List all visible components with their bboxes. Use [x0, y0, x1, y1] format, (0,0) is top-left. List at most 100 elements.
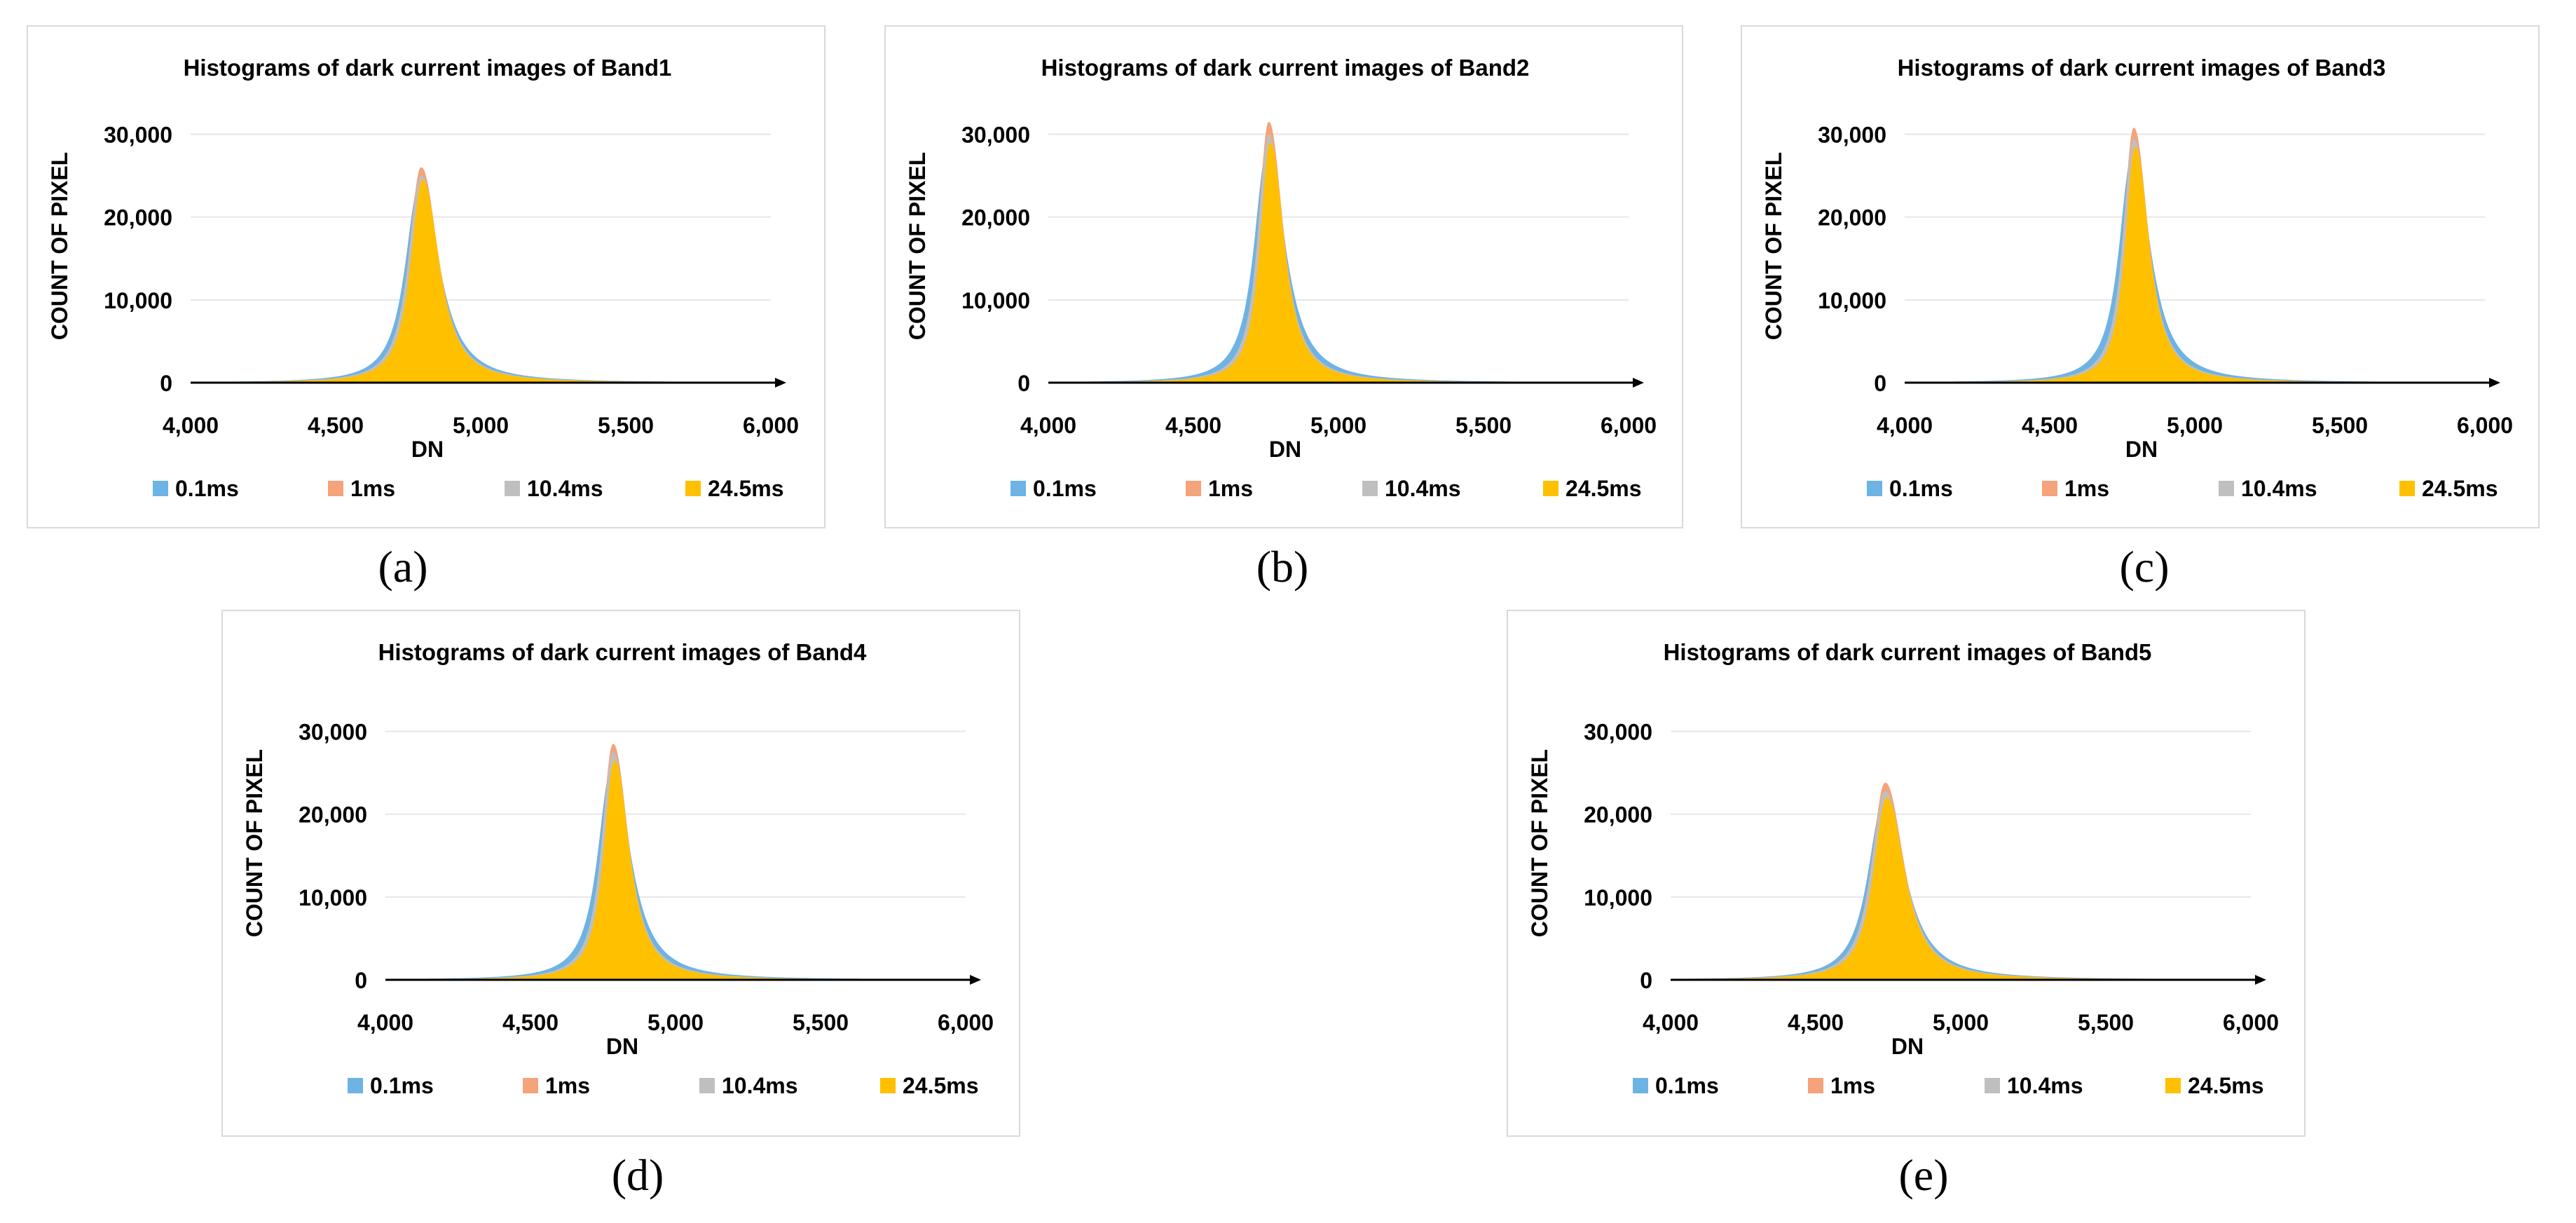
legend-label: 10.4ms [1385, 476, 1461, 501]
y-tick-label: 20,000 [299, 802, 367, 828]
x-tick-label: 5,500 [1455, 413, 1512, 438]
legend-swatch-10.4ms [1985, 1078, 2000, 1093]
chart-title: Histograms of dark current images of Ban… [1664, 639, 2152, 665]
legend-swatch-1ms [1186, 481, 1201, 496]
chart-b: Histograms of dark current images of Ban… [905, 55, 1657, 501]
y-tick-label: 10,000 [1818, 288, 1886, 313]
chart-box-b: Histograms of dark current images of Ban… [884, 25, 1683, 528]
x-tick-label: 6,000 [938, 1010, 994, 1035]
y-tick-label: 10,000 [104, 288, 172, 313]
y-tick-label: 30,000 [1818, 122, 1886, 147]
series-area-24.5ms [191, 179, 771, 383]
legend-swatch-24.5ms [2399, 481, 2415, 496]
series-area-24.5ms [1905, 146, 2485, 383]
x-axis-arrow [1633, 378, 1644, 388]
y-tick-label: 30,000 [299, 719, 367, 744]
chart-title: Histograms of dark current images of Ban… [1898, 55, 2386, 81]
y-axis-title: COUNT OF PIXEL [1527, 749, 1552, 937]
legend-swatch-1ms [1808, 1078, 1823, 1093]
legend-label: 24.5ms [2188, 1073, 2264, 1098]
x-tick-label: 6,000 [2223, 1010, 2279, 1035]
x-tick-label: 4,500 [502, 1010, 559, 1035]
x-axis-title: DN [1891, 1034, 1924, 1059]
y-tick-label: 30,000 [961, 122, 1030, 147]
legend-swatch-1ms [523, 1078, 538, 1093]
x-axis-arrow [970, 975, 981, 985]
x-axis-title: DN [2125, 437, 2158, 462]
legend-label: 1ms [2064, 476, 2109, 501]
x-tick-label: 5,000 [1933, 1010, 1989, 1035]
x-tick-label: 5,000 [1310, 413, 1366, 438]
chart-box-e: Histograms of dark current images of Ban… [1507, 610, 2306, 1137]
legend-swatch-10.4ms [699, 1078, 715, 1093]
x-tick-label: 4,000 [1877, 413, 1933, 438]
y-tick-label: 0 [1640, 968, 1652, 993]
series-area-1ms [1905, 128, 2485, 383]
y-tick-label: 10,000 [299, 885, 367, 910]
x-tick-label: 4,000 [357, 1010, 413, 1035]
x-tick-label: 4,000 [1643, 1010, 1699, 1035]
y-axis-title: COUNT OF PIXEL [242, 749, 267, 937]
legend-swatch-0.1ms [1010, 481, 1026, 496]
legend-label: 0.1ms [1033, 476, 1097, 501]
y-tick-label: 30,000 [1584, 719, 1652, 744]
legend-label: 24.5ms [2422, 476, 2498, 501]
x-tick-label: 5,500 [2312, 413, 2368, 438]
x-tick-label: 5,500 [793, 1010, 849, 1035]
legend-label: 24.5ms [1566, 476, 1642, 501]
y-tick-label: 0 [160, 371, 172, 396]
x-axis-arrow [2255, 975, 2266, 985]
x-axis-arrow [775, 378, 786, 388]
series-area-10.4ms [1671, 791, 2251, 980]
series-area-10.4ms [385, 752, 966, 980]
legend-swatch-0.1ms [153, 481, 168, 496]
y-axis-title: COUNT OF PIXEL [47, 152, 72, 340]
series-area-10.4ms [1905, 138, 2485, 383]
x-tick-label: 4,000 [1020, 413, 1076, 438]
series-area-1ms [1671, 782, 2251, 980]
panel-label-a: (a) [378, 542, 428, 592]
legend-label: 24.5ms [903, 1073, 979, 1098]
chart-box-d: Histograms of dark current images of Ban… [221, 610, 1020, 1137]
legend-swatch-0.1ms [1633, 1078, 1648, 1093]
x-axis-arrow [2489, 378, 2500, 388]
legend-label: 1ms [1208, 476, 1253, 501]
chart-box-a: Histograms of dark current images of Ban… [27, 25, 825, 528]
x-tick-label: 5,000 [2167, 413, 2223, 438]
x-axis-title: DN [1269, 437, 1301, 462]
legend-swatch-10.4ms [2219, 481, 2234, 496]
legend-label: 0.1ms [370, 1073, 434, 1098]
series-area-10.4ms [1048, 134, 1629, 383]
x-tick-label: 4,500 [1788, 1010, 1844, 1035]
legend-swatch-0.1ms [348, 1078, 363, 1093]
x-tick-label: 6,000 [1601, 413, 1657, 438]
legend-swatch-10.4ms [505, 481, 520, 496]
x-axis-title: DN [411, 437, 444, 462]
x-axis-title: DN [606, 1034, 638, 1059]
series-area-0.1ms [1048, 151, 1629, 383]
series-area-24.5ms [1048, 142, 1629, 383]
legend-swatch-10.4ms [1362, 481, 1378, 496]
legend-swatch-24.5ms [880, 1078, 896, 1093]
legend-label: 10.4ms [722, 1073, 798, 1098]
legend-label: 1ms [545, 1073, 590, 1098]
x-tick-label: 5,500 [2078, 1010, 2134, 1035]
series-area-0.1ms [191, 184, 771, 383]
panel-label-b: (b) [1256, 542, 1309, 592]
legend-label: 0.1ms [175, 476, 239, 501]
y-tick-label: 20,000 [961, 205, 1030, 231]
x-tick-label: 5,500 [598, 413, 654, 438]
chart-d: Histograms of dark current images of Ban… [242, 639, 994, 1098]
y-tick-label: 0 [1874, 371, 1886, 396]
legend-label: 10.4ms [527, 476, 603, 501]
x-tick-label: 5,000 [453, 413, 509, 438]
chart-c: Histograms of dark current images of Ban… [1761, 55, 2513, 501]
x-tick-label: 4,500 [308, 413, 364, 438]
legend-swatch-0.1ms [1867, 481, 1882, 496]
legend-label: 10.4ms [2241, 476, 2317, 501]
y-tick-label: 0 [1018, 371, 1030, 396]
legend-label: 0.1ms [1889, 476, 1953, 501]
x-tick-label: 4,500 [2022, 413, 2078, 438]
panel-label-d: (d) [611, 1150, 664, 1200]
legend-label: 1ms [350, 476, 395, 501]
